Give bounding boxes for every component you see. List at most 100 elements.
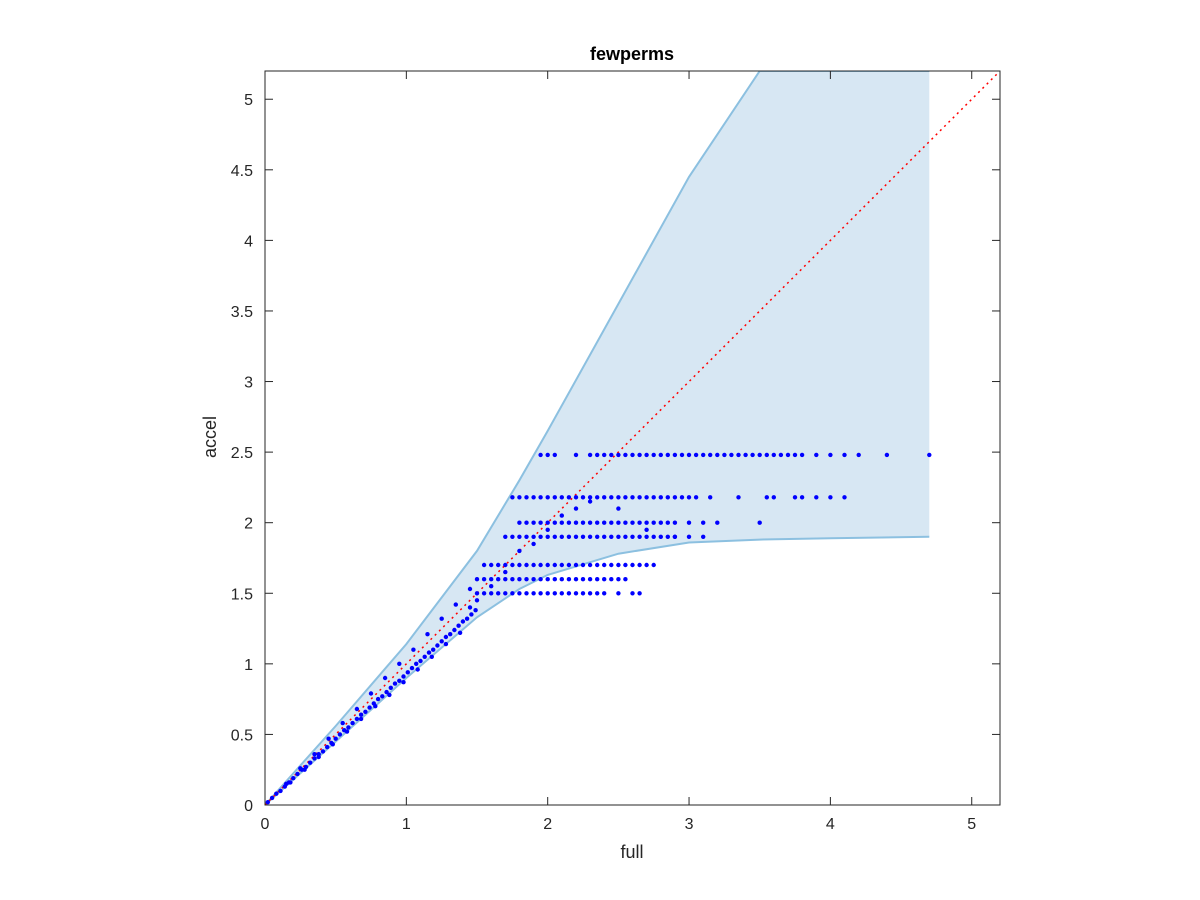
data-point: [587, 499, 593, 504]
data-point: [757, 520, 762, 525]
data-point: [467, 605, 473, 610]
data-point: [538, 534, 543, 539]
data-point: [284, 781, 289, 786]
data-point: [552, 520, 557, 525]
data-point: [637, 452, 642, 458]
y-tick-label: 3: [244, 375, 253, 392]
data-point: [814, 495, 819, 500]
data-point: [686, 452, 692, 458]
data-point: [623, 495, 628, 500]
data-point: [397, 678, 402, 683]
data-point: [524, 495, 529, 500]
data-point: [517, 520, 522, 525]
data-point: [538, 562, 543, 568]
data-point: [460, 619, 466, 624]
data-point: [785, 452, 791, 458]
axes: [264, 70, 1001, 806]
data-point: [637, 495, 642, 500]
data-point: [559, 534, 564, 539]
data-point: [602, 591, 607, 596]
data-point: [545, 591, 550, 596]
data-point: [602, 452, 607, 458]
y-tick-label: 2.5: [231, 445, 253, 462]
data-point: [350, 720, 355, 726]
y-tick-label: 5: [244, 92, 253, 109]
data-point: [510, 495, 515, 500]
data-point: [330, 742, 335, 747]
data-point: [474, 577, 480, 582]
data-point: [644, 534, 649, 539]
y-tick-label: 2: [244, 516, 253, 533]
data-point: [531, 541, 536, 547]
data-point: [884, 452, 890, 458]
data-point: [616, 562, 621, 568]
data-point: [566, 591, 572, 596]
x-tick-label: 5: [967, 816, 976, 833]
data-point: [443, 641, 449, 647]
data-point: [722, 452, 727, 458]
data-point: [409, 665, 415, 671]
data-point: [693, 452, 699, 458]
data-point: [651, 534, 656, 539]
data-point: [587, 562, 593, 568]
data-point: [580, 495, 586, 500]
data-point: [771, 495, 776, 500]
data-point: [426, 650, 432, 655]
data-point: [616, 520, 621, 525]
data-point: [566, 577, 572, 582]
reference-diagonal: [264, 70, 1001, 806]
data-point: [566, 495, 572, 500]
data-point: [715, 452, 720, 458]
data-point: [481, 577, 487, 582]
data-point: [927, 452, 932, 458]
data-point: [489, 577, 494, 582]
data-point: [545, 534, 550, 539]
data-point: [295, 771, 300, 777]
data-point: [373, 704, 378, 709]
data-point: [517, 591, 522, 596]
data-point: [686, 495, 692, 500]
data-point: [481, 591, 487, 596]
data-point: [693, 495, 699, 500]
data-point: [644, 562, 649, 568]
data-point: [842, 452, 847, 458]
data-point: [672, 534, 678, 539]
data-point: [566, 534, 572, 539]
data-point: [344, 729, 350, 734]
data-point: [637, 562, 642, 568]
data-point: [799, 495, 805, 500]
data-point: [573, 452, 579, 458]
data-point: [524, 534, 529, 539]
data-point: [346, 725, 351, 730]
confidence-band: [265, 71, 930, 805]
data-point: [302, 767, 307, 772]
data-point: [573, 534, 579, 539]
data-point: [580, 534, 586, 539]
band-lower-edge: [265, 535, 930, 805]
data-point: [333, 736, 338, 741]
data-point: [524, 591, 529, 596]
data-point: [587, 591, 593, 596]
data-point: [580, 577, 586, 582]
data-point: [602, 577, 607, 582]
data-point: [616, 577, 621, 582]
data-point: [354, 716, 360, 722]
data-point: [729, 452, 734, 458]
data-point: [559, 577, 564, 582]
data-point: [382, 675, 388, 681]
data-point: [474, 591, 480, 596]
data-point: [623, 534, 628, 539]
data-point: [538, 452, 543, 458]
y-tick-label: 0: [244, 798, 253, 815]
data-point: [595, 452, 600, 458]
data-point: [609, 534, 614, 539]
x-tick-label: 2: [543, 816, 552, 833]
data-point: [397, 661, 402, 666]
data-point: [623, 562, 628, 568]
data-point: [443, 634, 449, 640]
data-point: [743, 452, 748, 458]
data-point: [792, 495, 798, 500]
data-point: [425, 632, 430, 637]
data-point: [552, 562, 557, 568]
data-point: [435, 643, 440, 648]
